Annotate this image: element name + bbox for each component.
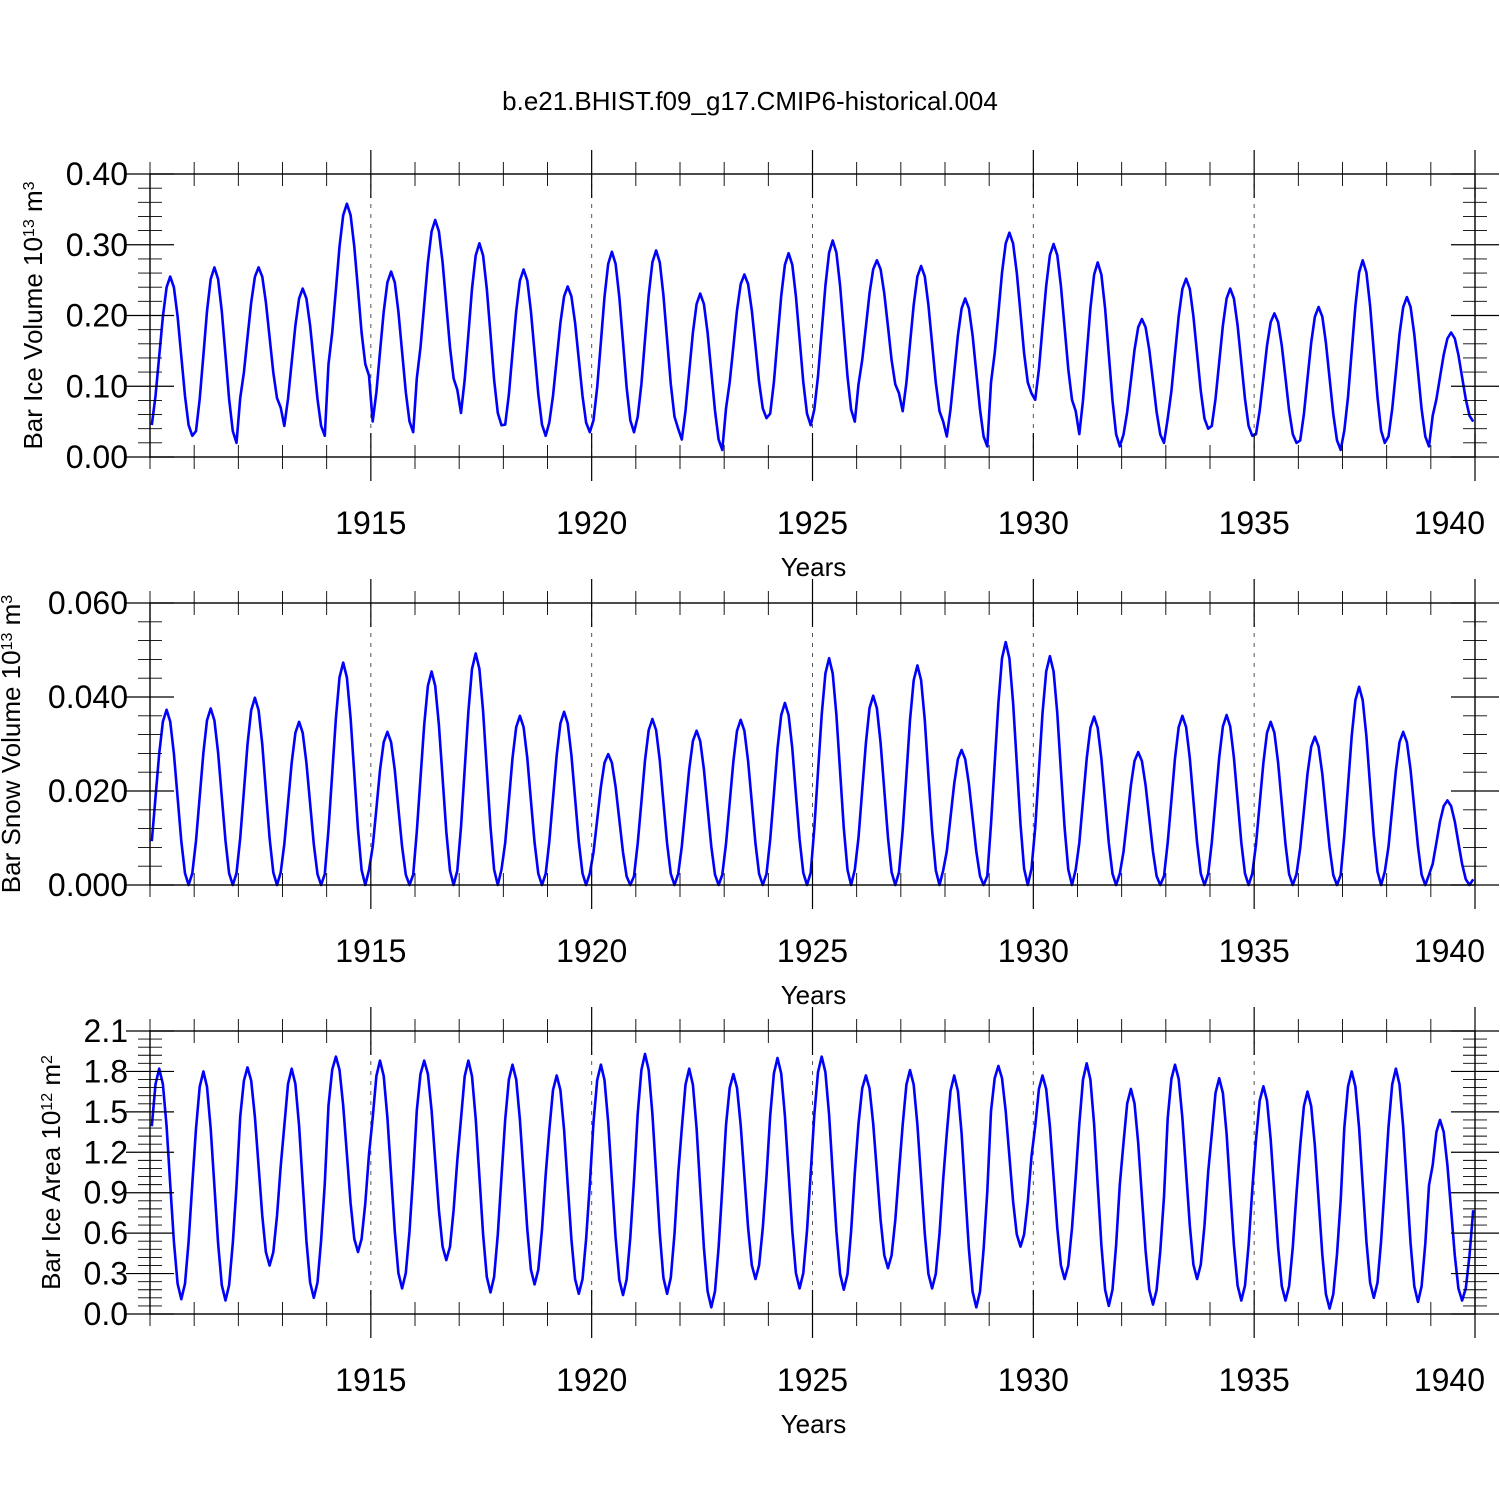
x-tick-label: 1940 <box>1414 933 1485 969</box>
x-tick-label: 1915 <box>335 505 406 541</box>
x-tick-label: 1935 <box>1219 933 1290 969</box>
x-tick-label: 1940 <box>1414 505 1485 541</box>
y-tick-label: 1.2 <box>84 1134 128 1170</box>
x-tick-label: 1935 <box>1219 1362 1290 1398</box>
x-tick-label: 1920 <box>556 1362 627 1398</box>
y-tick-label: 1.8 <box>84 1053 128 1089</box>
bar-snow-volume-panel: 0.000 0.020 0.040 0.060 1915 1920 1925 1930 1935… <box>0 579 1499 1010</box>
y-axis-label: Bar Snow Volume 1013 m3 <box>0 595 26 894</box>
y-tick-label: 0.30 <box>66 227 128 263</box>
bar-snow-volume-line <box>150 640 1475 887</box>
y-tick-label: 0.060 <box>48 585 128 621</box>
y-tick-label: 0.000 <box>48 867 128 903</box>
x-axis-label: Years <box>781 1409 847 1439</box>
y-axis-label: Bar Ice Volume 1013 m3 <box>18 181 48 449</box>
x-axis-label: Years <box>781 552 847 582</box>
y-tick-label: 0.040 <box>48 679 128 715</box>
bar-ice-area-line <box>150 1052 1475 1310</box>
x-tick-label: 1940 <box>1414 1362 1485 1398</box>
y-tick-label: 1.5 <box>84 1094 128 1130</box>
x-tick-label: 1925 <box>777 933 848 969</box>
y-tick-label: 0.6 <box>84 1215 128 1251</box>
x-tick-label: 1925 <box>777 505 848 541</box>
x-tick-label: 1920 <box>556 933 627 969</box>
x-tick-label: 1935 <box>1219 505 1290 541</box>
y-tick-label: 0.0 <box>84 1296 128 1332</box>
bar-ice-volume-panel: 0.00 0.10 0.20 0.30 0.40 1915 1920 1925 1930 1935… <box>18 150 1499 582</box>
y-tick-label: 0.10 <box>66 368 128 404</box>
y-tick-label: 0.9 <box>84 1175 128 1211</box>
page-title: b.e21.BHIST.f09_g17.CMIP6-historical.004 <box>502 86 998 116</box>
x-tick-label: 1930 <box>998 505 1069 541</box>
bar-ice-area-panel: 0.0 0.3 0.6 0.9 1.2 1.5 1.8 2.1 1915 1920 1925 1930… <box>36 1007 1499 1439</box>
y-tick-label: 0.20 <box>66 298 128 334</box>
y-tick-label: 0.00 <box>66 439 128 475</box>
x-tick-label: 1925 <box>777 1362 848 1398</box>
x-tick-label: 1915 <box>335 933 406 969</box>
y-tick-label: 0.40 <box>66 156 128 192</box>
x-tick-label: 1915 <box>335 1362 406 1398</box>
y-tick-label: 0.020 <box>48 773 128 809</box>
x-tick-label: 1930 <box>998 1362 1069 1398</box>
x-tick-label: 1930 <box>998 933 1069 969</box>
panels: 0.00 0.10 0.20 0.30 0.40 1915 1920 1925 1930 1935… <box>0 150 1499 1439</box>
bar-ice-volume-line <box>150 202 1475 452</box>
x-tick-label: 1920 <box>556 505 627 541</box>
y-axis-label: Bar Ice Area 1012 m2 <box>36 1055 66 1290</box>
x-axis-label: Years <box>781 980 847 1010</box>
y-tick-label: 2.1 <box>84 1013 128 1049</box>
y-tick-label: 0.3 <box>84 1256 128 1292</box>
